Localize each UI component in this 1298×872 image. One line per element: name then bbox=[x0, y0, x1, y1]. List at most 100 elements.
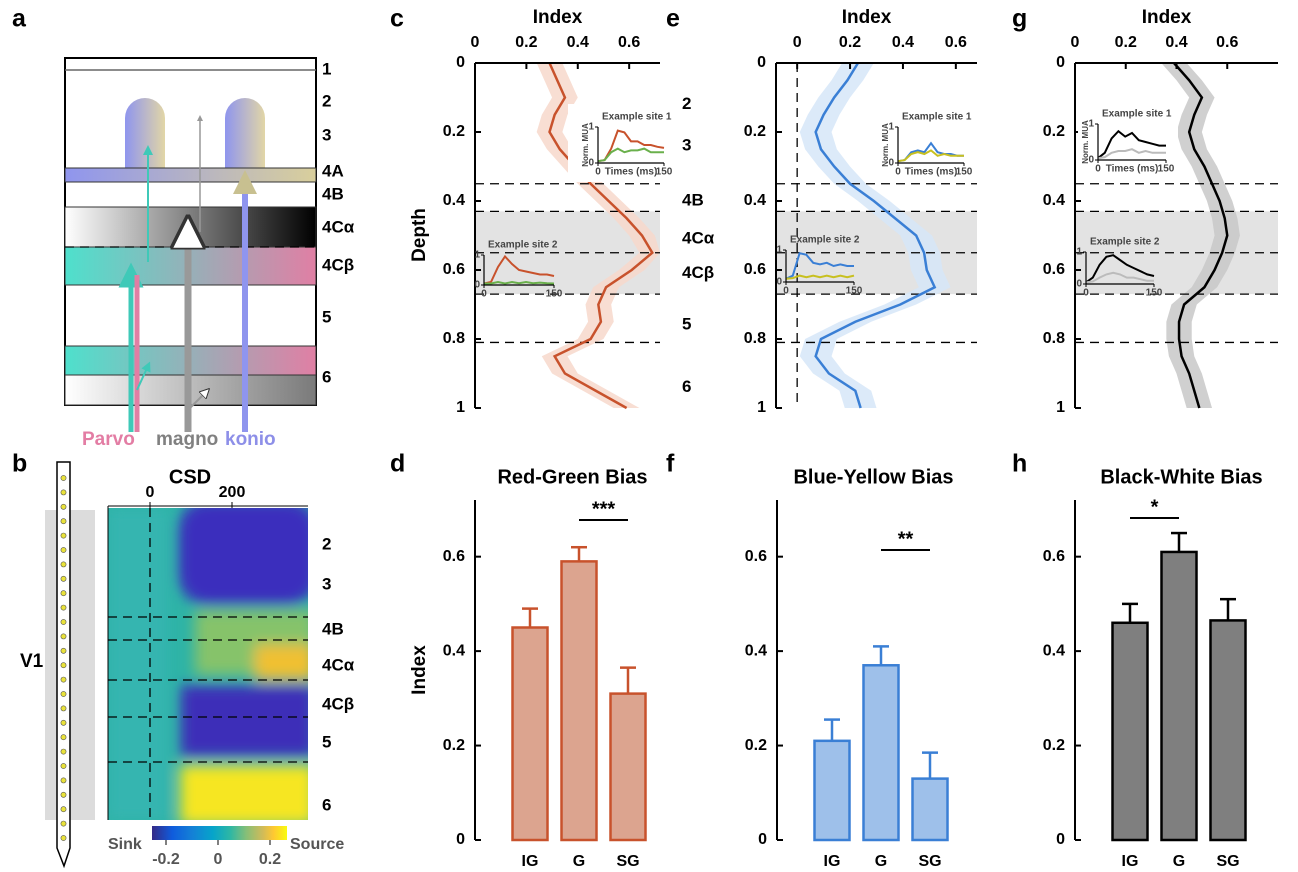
layer-label: 4Cβ bbox=[322, 255, 354, 274]
depth-profile: 0 0.2 0.4 0.6 0 0.2 0.4 0.6 0.8 1 Index Example sit… bbox=[1043, 7, 1278, 416]
inset-x-label: Times (ms) bbox=[905, 167, 958, 178]
inset-y-tick-label: 1 bbox=[888, 122, 894, 133]
x-tick-label: 0.4 bbox=[892, 34, 914, 51]
inset-y-tick-label: 0 bbox=[1088, 155, 1094, 166]
x-tick-label: SG bbox=[1216, 853, 1239, 870]
contact bbox=[60, 547, 67, 553]
bar bbox=[1160, 550, 1198, 842]
colorbar-ticks: -0.2 0 0.2 bbox=[152, 840, 281, 868]
inset-title: Example site 1 bbox=[902, 112, 972, 123]
x-tick-label: 0 bbox=[471, 34, 480, 51]
contact bbox=[60, 734, 67, 741]
pathway-label: Parvo bbox=[82, 429, 135, 450]
y-tick-label: 0.2 bbox=[443, 123, 465, 140]
contact bbox=[60, 489, 67, 496]
panel-label: f bbox=[666, 450, 675, 478]
contact bbox=[60, 705, 67, 712]
inset-line bbox=[1085, 271, 1154, 284]
y-tick-label: 0.8 bbox=[443, 330, 465, 347]
x-tick-label: G bbox=[573, 853, 585, 870]
layer-label: 4B bbox=[322, 184, 344, 203]
y-tick-label: 0.8 bbox=[1043, 330, 1065, 347]
inset-x-tick-label: 0 bbox=[1095, 164, 1101, 175]
inset-line bbox=[597, 147, 664, 163]
layer-label: 3 bbox=[322, 574, 331, 593]
x-tick-label: G bbox=[875, 853, 887, 870]
inset-y-tick-label: 1 bbox=[776, 245, 782, 256]
x-tick-label: 0.4 bbox=[567, 34, 589, 51]
x-tick-label: 0.6 bbox=[618, 34, 640, 51]
depth-profile: 0 0.2 0.4 0.6 0 0.2 0.4 0.6 0.8 1 Index Depth 2 3 4B 4C… bbox=[409, 7, 715, 416]
inset-x-tick-label: 150 bbox=[956, 167, 973, 178]
bar bbox=[911, 777, 949, 842]
x-tick-label: IG bbox=[824, 853, 841, 870]
area-label: V1 bbox=[20, 651, 44, 672]
inset-x-label: Times (ms) bbox=[1106, 164, 1159, 175]
bar bbox=[560, 560, 598, 842]
x-tick-label: 0.6 bbox=[1216, 34, 1238, 51]
y-tick-label: 0.2 bbox=[745, 737, 767, 754]
inset-background bbox=[568, 104, 668, 182]
layer-label: 1 bbox=[322, 59, 331, 78]
csd-region bbox=[180, 765, 308, 820]
inset-title: Example site 1 bbox=[602, 112, 672, 123]
layer-label: 2 bbox=[322, 534, 331, 553]
layer-label: 6 bbox=[682, 377, 691, 396]
bar bbox=[511, 626, 549, 842]
y-tick-label: 0.4 bbox=[745, 642, 767, 659]
y-tick-label: 1 bbox=[1056, 399, 1065, 416]
y-tick-label: 0 bbox=[757, 54, 766, 71]
panel-label: a bbox=[12, 5, 27, 33]
bar bbox=[1111, 621, 1149, 842]
inset-y-tick-label: 0 bbox=[888, 158, 894, 169]
csd-region bbox=[180, 685, 308, 757]
contact bbox=[60, 791, 67, 798]
contact bbox=[60, 662, 67, 669]
inset-x-tick-label: 150 bbox=[1158, 164, 1175, 175]
csd-region bbox=[178, 508, 308, 605]
profile-line bbox=[814, 62, 937, 409]
charts: 0 0.2 0.4 0.6 0 0.2 0.4 0.6 0.8 1 Index Depth 2 3 4B 4C… bbox=[409, 7, 1278, 870]
colorbar-tick-label: -0.2 bbox=[152, 851, 180, 868]
contact bbox=[60, 619, 67, 625]
inset-x-tick-label: 0 bbox=[481, 289, 487, 300]
inset-background bbox=[1078, 100, 1178, 180]
panel-label: g bbox=[1012, 5, 1027, 33]
inset: Example site 2 0 150 0 1 bbox=[776, 235, 862, 297]
y-tick-label: 0 bbox=[456, 831, 465, 848]
contact bbox=[60, 561, 67, 568]
inset-x-tick-label: 0 bbox=[895, 167, 901, 178]
inset-title: Example site 1 bbox=[1102, 109, 1172, 120]
inset-y-tick-label: 0 bbox=[776, 277, 782, 288]
x-tick-label: 0 bbox=[793, 34, 802, 51]
y-tick-label: 0.4 bbox=[1043, 642, 1065, 659]
panel-label: h bbox=[1012, 450, 1027, 478]
depth-profile: 0 0.2 0.4 0.6 0 0.2 0.4 0.6 0.8 1 Index Example sit… bbox=[744, 7, 977, 416]
contact bbox=[60, 633, 67, 640]
inset-x-tick-label: 150 bbox=[1146, 288, 1163, 299]
bar-chart: Red-Green Bias 0 0.2 0.4 0.6 Index IG G SG *** bbox=[409, 466, 648, 870]
y-tick-label: 0.2 bbox=[744, 123, 766, 140]
inset-x-label: Times (ms) bbox=[605, 167, 658, 178]
inset-y-tick-label: 1 bbox=[588, 122, 594, 133]
y-tick-label: 0 bbox=[1056, 54, 1065, 71]
inset-y-tick-label: 0 bbox=[474, 280, 480, 291]
layer-label: 4Cα bbox=[322, 217, 355, 236]
layer-label: 3 bbox=[682, 135, 691, 154]
inset-y-label: Norm. MUA bbox=[1081, 120, 1090, 164]
confidence-band bbox=[536, 63, 660, 408]
bar-chart: Black-White Bias 0 0.2 0.4 0.6 IG G SG * bbox=[1043, 466, 1263, 870]
contact bbox=[60, 691, 67, 697]
inset-x-tick-label: 150 bbox=[546, 289, 563, 300]
inset-line bbox=[597, 129, 665, 163]
inset-line bbox=[1097, 129, 1166, 159]
y-tick-label: 0.4 bbox=[443, 192, 465, 209]
contact bbox=[60, 748, 67, 755]
significance-label: *** bbox=[592, 498, 616, 520]
layer-label: 4B bbox=[682, 190, 704, 209]
y-tick-label: 0.2 bbox=[1043, 737, 1065, 754]
inset-x-tick-label: 150 bbox=[656, 167, 673, 178]
inset-line bbox=[897, 149, 964, 163]
layer-label: 4Cα bbox=[322, 655, 355, 674]
y-tick-label: 0 bbox=[758, 831, 767, 848]
